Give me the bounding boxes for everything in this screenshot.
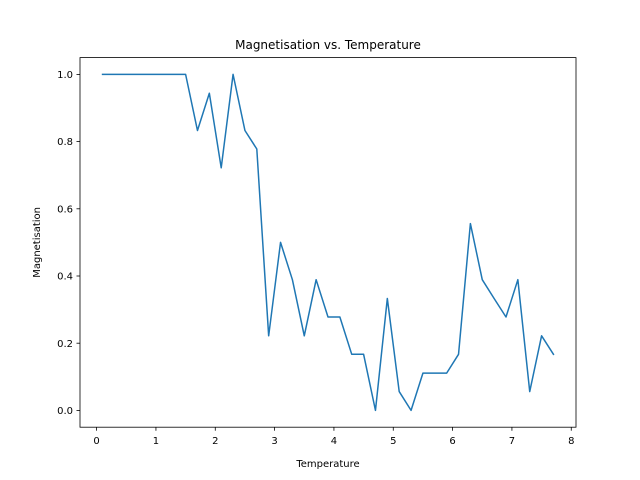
x-tick-label: 1 [153,436,159,447]
y-tick-label: 0.8 [57,137,73,148]
series-line-0 [101,73,555,412]
x-tick-label: 7 [509,436,515,447]
chart-title: Magnetisation vs. Temperature [235,38,421,52]
y-tick-label: 0.0 [57,406,73,417]
axes-frame [79,57,577,428]
y-tick-label: 0.6 [57,204,73,215]
x-tick-label: 3 [271,436,277,447]
x-tick-label: 8 [568,436,574,447]
y-axis: 0.0 0.2 0.4 0.6 0.8 1.0 [57,70,80,417]
x-axis: 0 1 2 3 4 5 6 7 8 [93,427,574,447]
x-tick-label: 4 [331,436,337,447]
series-layer [101,73,555,412]
y-axis-label: Magnetisation [32,207,43,278]
y-tick-label: 0.4 [57,272,73,283]
x-tick-label: 2 [212,436,218,447]
y-tick-label: 0.2 [57,339,73,350]
y-tick-label: 1.0 [57,70,73,81]
x-tick-label: 0 [93,436,99,447]
plot-area [79,57,577,428]
x-tick-label: 6 [449,436,455,447]
x-axis-label: Temperature [295,459,359,470]
x-tick-label: 5 [390,436,396,447]
